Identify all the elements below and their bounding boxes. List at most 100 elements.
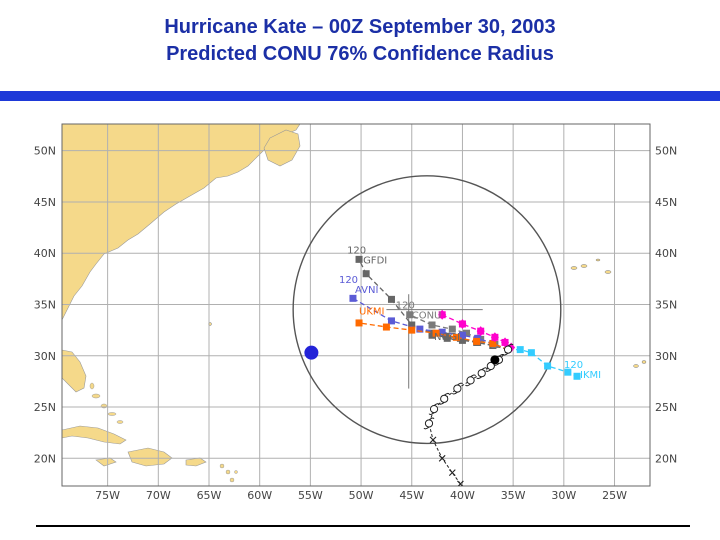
- hurricane-tail: [428, 403, 440, 415]
- forecast-hour-label: 120: [347, 245, 366, 256]
- confidence-circle: [292, 175, 562, 445]
- track-ikmi: [508, 346, 581, 380]
- best-track-x-marker: [448, 469, 456, 477]
- track-point: [406, 311, 414, 319]
- track-point: [416, 325, 424, 333]
- track-point: [438, 328, 446, 336]
- nhc-point: [458, 318, 467, 329]
- lon-label: 35W: [501, 489, 526, 502]
- lon-label: 70W: [146, 489, 171, 502]
- hurricane-symbol-icon: [440, 394, 449, 403]
- track-point: [382, 323, 390, 331]
- map-border: [61, 123, 651, 487]
- forecast-hour-label: 120: [564, 360, 583, 371]
- track-point: [448, 325, 456, 333]
- nhc-point: [501, 337, 510, 348]
- azores-islands: [570, 258, 612, 274]
- model-name-label: CONU: [412, 311, 442, 322]
- model-name-label: GFDI: [363, 255, 387, 266]
- best-track: [304, 343, 514, 486]
- track-point: [428, 321, 436, 329]
- model-tracks: [349, 255, 581, 380]
- track-point: [428, 331, 436, 339]
- axis-labels: 50N 50N 45N 45N 40N 40N 35N 35N 30N 30N 25N 25N 20N 2…: [34, 145, 677, 502]
- track-point: [463, 329, 471, 337]
- lon-label: 60W: [247, 489, 272, 502]
- model-name-label: IKMI: [580, 370, 601, 381]
- track-map: 50N 50N 45N 45N 40N 40N 35N 35N 30N 30N 25N 25N 20N 2…: [0, 100, 720, 520]
- lat-label-right: 25N: [655, 401, 677, 414]
- lat-label-right: 45N: [655, 196, 677, 209]
- track-point: [362, 270, 370, 278]
- hurricane-symbol-icon: [477, 369, 486, 378]
- hurricane-tail: [476, 367, 488, 380]
- hispaniola-land: [127, 447, 173, 467]
- lesser-antilles: [219, 463, 238, 483]
- conu-blue-marker: [304, 345, 319, 360]
- forecast-hour-label: 120: [339, 275, 358, 286]
- lat-label-left: 20N: [34, 452, 56, 465]
- lat-label-left: 30N: [34, 350, 56, 363]
- track-point: [442, 332, 450, 340]
- lat-label-right: 20N: [655, 452, 677, 465]
- lat-lon-grid: [62, 124, 650, 486]
- lat-label-right: 50N: [655, 145, 677, 158]
- track-point: [355, 319, 363, 327]
- track-map-canvas: 50N 50N 45N 45N 40N 40N 35N 35N 30N 30N 25N 25N 20N 2…: [34, 123, 677, 502]
- track-point: [349, 294, 357, 302]
- nhc-point: [438, 309, 447, 320]
- lat-label-left: 40N: [34, 247, 56, 260]
- track-point: [408, 321, 416, 329]
- footer-rule: [36, 525, 690, 527]
- hurricane-symbol-icon: [466, 376, 475, 385]
- lon-label: 30W: [551, 489, 576, 502]
- track-point: [355, 255, 363, 263]
- lat-label-right: 40N: [655, 247, 677, 260]
- lon-label: 55W: [298, 489, 323, 502]
- lon-label: 75W: [95, 489, 120, 502]
- model-name-label: AVNI: [355, 285, 378, 296]
- forecast-hour-label: 120: [396, 301, 415, 312]
- best-track-x-marker: [429, 436, 437, 444]
- best-track-x-marker: [457, 480, 464, 486]
- track-point: [458, 331, 466, 339]
- track-ukmi: [355, 319, 509, 351]
- hurricane-tail: [438, 392, 450, 405]
- lon-label: 45W: [399, 489, 424, 502]
- title-underline: [0, 91, 720, 101]
- track-point: [473, 337, 481, 345]
- track-point: [564, 368, 572, 376]
- lat-label-left: 45N: [34, 196, 56, 209]
- hurricane-tail: [451, 382, 463, 395]
- track-point: [516, 346, 524, 354]
- land-masses: [62, 124, 647, 483]
- lon-label: 65W: [197, 489, 222, 502]
- hurricane-symbol-icon: [453, 384, 462, 393]
- model-name-label: NOGI: [434, 332, 460, 343]
- best-track-x-marker: [438, 454, 446, 462]
- model-name-label: UKMI: [359, 307, 384, 318]
- cuba-land: [62, 425, 127, 445]
- canary-islands: [633, 360, 647, 368]
- hurricane-tail: [502, 343, 514, 356]
- hurricane-tail: [423, 417, 435, 430]
- track-point: [573, 372, 581, 380]
- lat-label-left: 35N: [34, 298, 56, 311]
- nhc-point: [476, 326, 485, 337]
- title-line-1: Hurricane Kate – 00Z September 30, 2003: [164, 16, 556, 38]
- lat-label-left: 25N: [34, 401, 56, 414]
- track-point: [489, 339, 497, 347]
- lon-label: 25W: [602, 489, 627, 502]
- track-point: [387, 295, 395, 303]
- slide-title: Hurricane Kate – 00Z September 30, 2003 …: [0, 14, 720, 68]
- track-point: [544, 362, 552, 370]
- newfoundland-land: [263, 129, 301, 167]
- hurricane-symbol-icon: [503, 345, 513, 354]
- lon-label: 40W: [450, 489, 475, 502]
- track-point: [452, 333, 460, 341]
- hurricane-tail: [465, 374, 477, 387]
- lat-label-right: 35N: [655, 298, 677, 311]
- track-point: [432, 329, 440, 337]
- track-point: [527, 349, 535, 357]
